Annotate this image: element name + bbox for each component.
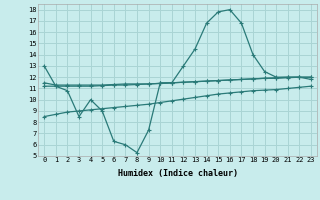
X-axis label: Humidex (Indice chaleur): Humidex (Indice chaleur) xyxy=(118,169,238,178)
